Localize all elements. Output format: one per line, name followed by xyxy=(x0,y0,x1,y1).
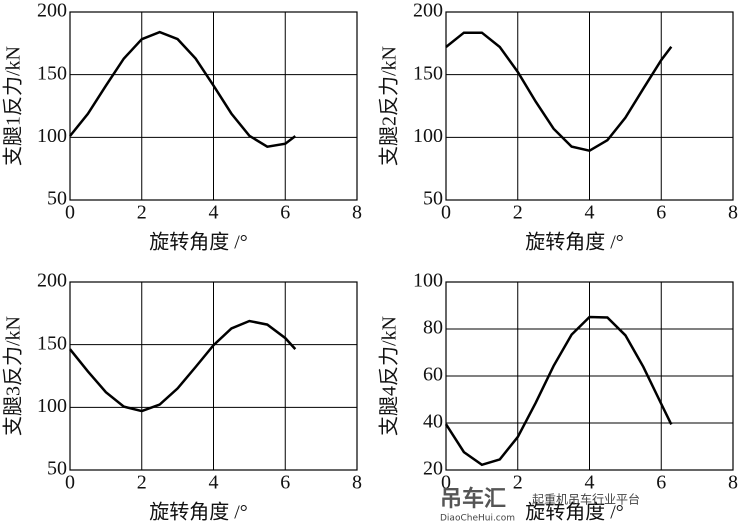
y-tick-label: 100 xyxy=(37,395,67,417)
x-tick-label: 6 xyxy=(656,472,666,494)
x-tick-label: 8 xyxy=(728,472,738,494)
y-axis-label: 支腿3反力/kN xyxy=(2,316,25,436)
y-tick-label: 50 xyxy=(47,458,67,480)
x-tick-label: 0 xyxy=(65,472,75,494)
x-tick-label: 0 xyxy=(65,202,75,224)
y-tick-label: 60 xyxy=(423,364,443,386)
x-tick-label: 4 xyxy=(209,202,219,224)
x-tick-label: 6 xyxy=(280,472,290,494)
x-tick-label: 8 xyxy=(352,472,362,494)
y-axis-label: 支腿1反力/kN xyxy=(2,46,25,166)
x-tick-label: 2 xyxy=(137,472,147,494)
y-tick-label: 150 xyxy=(37,62,67,84)
x-axis-label: 旋转角度 /° xyxy=(149,501,248,524)
y-axis-label: 支腿4反力/kN xyxy=(378,316,401,436)
y-tick-label: 200 xyxy=(37,0,67,22)
x-tick-label: 6 xyxy=(280,202,290,224)
y-tick-label: 100 xyxy=(413,270,443,292)
y-tick-label: 100 xyxy=(413,125,443,147)
y-tick-label: 150 xyxy=(413,62,443,84)
y-tick-label: 200 xyxy=(413,0,443,22)
y-tick-label: 80 xyxy=(423,317,443,339)
y-tick-label: 20 xyxy=(423,458,443,480)
x-axis-label: 旋转角度 /° xyxy=(149,231,248,254)
data-line xyxy=(69,30,297,149)
y-tick-label: 50 xyxy=(423,188,443,210)
watermark-slogan: 起重机吊车行业平台 xyxy=(532,492,640,507)
x-tick-label: 2 xyxy=(513,472,523,494)
watermark-name: 吊车汇 xyxy=(440,486,506,512)
x-tick-label: 0 xyxy=(441,472,451,494)
y-axis-label: 支腿2反力/kN xyxy=(378,46,401,166)
x-tick-label: 4 xyxy=(585,472,595,494)
x-tick-label: 0 xyxy=(441,202,451,224)
y-tick-label: 100 xyxy=(37,125,67,147)
x-tick-label: 6 xyxy=(656,202,666,224)
y-tick-label: 40 xyxy=(423,411,443,433)
x-tick-label: 4 xyxy=(585,202,595,224)
data-line xyxy=(444,315,673,467)
x-tick-label: 2 xyxy=(513,202,523,224)
y-tick-label: 150 xyxy=(37,332,67,354)
x-axis-label: 旋转角度 /° xyxy=(525,231,624,254)
x-tick-label: 2 xyxy=(137,202,147,224)
x-tick-label: 4 xyxy=(209,472,219,494)
x-tick-label: 8 xyxy=(352,202,362,224)
data-line xyxy=(69,319,297,413)
y-tick-label: 50 xyxy=(47,188,67,210)
data-line xyxy=(445,31,673,153)
x-tick-label: 8 xyxy=(728,202,738,224)
y-tick-label: 200 xyxy=(37,270,67,292)
watermark-url: DiaoCheHui.com xyxy=(440,514,515,524)
x-axis-label: 旋转角度 /° xyxy=(525,501,624,524)
